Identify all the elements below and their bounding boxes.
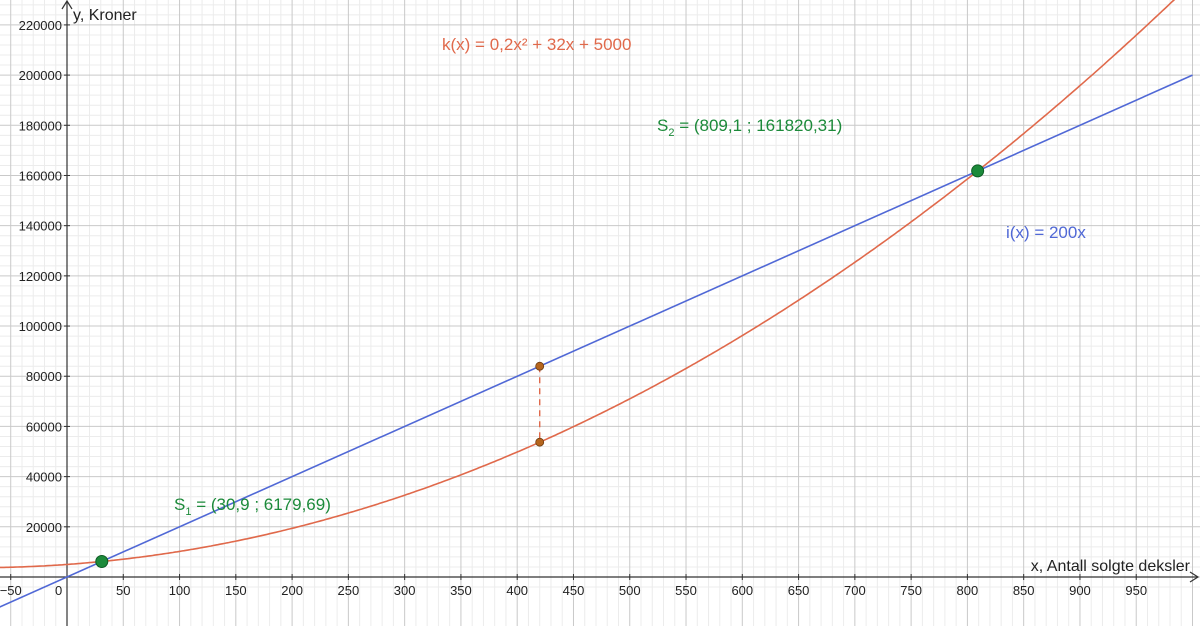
- x-tick-label: 800: [957, 583, 979, 598]
- y-tick-label: 140000: [19, 219, 62, 234]
- intersection-point-s1: [95, 554, 109, 568]
- x-tick-label: 600: [731, 583, 753, 598]
- y-tick-label: 40000: [26, 470, 62, 485]
- series-k-label: k(x) = 0,2x² + 32x + 5000: [442, 35, 631, 54]
- s2-label-coordinates: = (809,1 ; 161820,31): [674, 116, 842, 135]
- x-tick-label: 550: [675, 583, 697, 598]
- s1-label-subscript: 1: [185, 506, 191, 518]
- x-axis-label: x, Antall solgte deksler: [1031, 558, 1191, 575]
- point-s2-label: S2 = (809,1 ; 161820,31): [657, 116, 842, 139]
- x-tick-label: 200: [281, 583, 303, 598]
- intersection-point-s2: [971, 164, 985, 178]
- x-tick-label: 700: [844, 583, 866, 598]
- s2-label-prefix: S: [657, 116, 668, 135]
- x-tick-label: 900: [1069, 583, 1091, 598]
- y-axis-arrow: [61, 0, 73, 10]
- x-tick-label: 500: [619, 583, 641, 598]
- x-tick-label: 150: [225, 583, 247, 598]
- difference-top-point: [535, 361, 545, 371]
- x-tick-label: 400: [506, 583, 528, 598]
- s2-label-subscript: 2: [668, 127, 674, 139]
- y-tick-label: 160000: [19, 168, 62, 183]
- x-tick-label: 50: [116, 583, 130, 598]
- x-tick-label: 250: [338, 583, 360, 598]
- x-tick-labels: −50 50 100 150 200 250 300 350 400 450 500 550 600 65…: [0, 574, 1147, 598]
- y-axis-label: y, Kroner: [73, 7, 137, 24]
- x-tick-label: 450: [563, 583, 585, 598]
- x-tick-label: 100: [169, 583, 191, 598]
- y-tick-label: 220000: [19, 18, 62, 33]
- y-tick-label: 80000: [26, 369, 62, 384]
- y-tick-label: 60000: [26, 419, 62, 434]
- y-tick-label: 20000: [26, 520, 62, 535]
- x-tick-label: 850: [1013, 583, 1035, 598]
- s1-label-coordinates: = (30,9 ; 6179,69): [191, 495, 330, 514]
- x-tick-label: 750: [900, 583, 922, 598]
- y-tick-label: 200000: [19, 68, 62, 83]
- y-tick-labels: 20000 40000 60000 80000 100000 120000 140000 16…: [19, 18, 70, 535]
- series-i-line: [0, 74, 1193, 608]
- y-tick-label: 100000: [19, 319, 62, 334]
- x-tick-label: −50: [0, 583, 22, 598]
- s1-label-prefix: S: [174, 495, 185, 514]
- x-tick-label: 350: [450, 583, 472, 598]
- series-k-curve: [0, 0, 1176, 569]
- point-s1-label: S1 = (30,9 ; 6179,69): [174, 495, 331, 518]
- x-axis-arrow: [1189, 571, 1200, 583]
- difference-bottom-point: [535, 437, 545, 447]
- x-tick-label: 950: [1125, 583, 1147, 598]
- y-tick-label: 180000: [19, 118, 62, 133]
- origin-label: 0: [55, 583, 62, 598]
- series-i-label: i(x) = 200x: [1006, 223, 1086, 242]
- x-tick-label: 650: [788, 583, 810, 598]
- y-tick-label: 120000: [19, 269, 62, 284]
- x-tick-label: 300: [394, 583, 416, 598]
